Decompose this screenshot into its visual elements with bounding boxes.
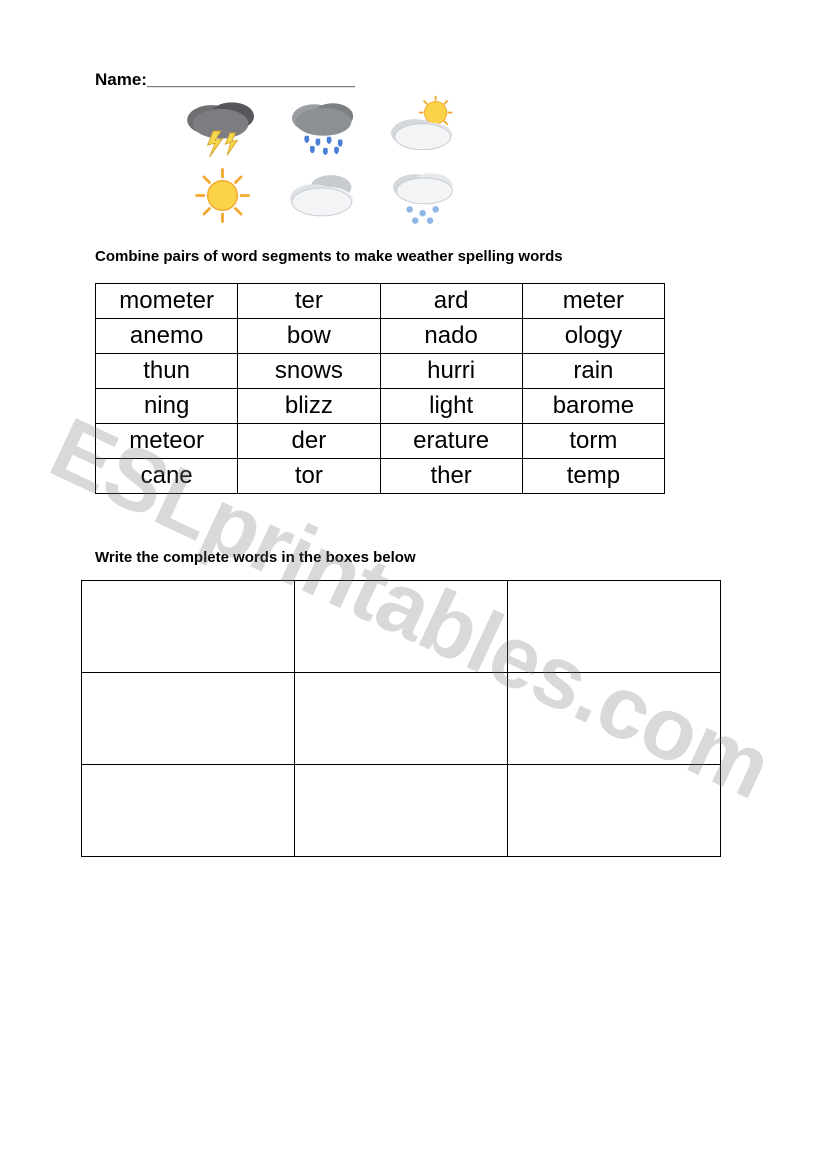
segment-cell: temp [522,459,664,494]
answer-cell[interactable] [82,581,295,673]
instruction-write: Write the complete words in the boxes be… [95,549,726,566]
segment-cell: meteor [96,424,238,459]
snow-icon [377,163,472,228]
segment-cell: barome [522,389,664,424]
answer-cell[interactable] [508,673,721,765]
segment-cell: tor [238,459,380,494]
answer-cell[interactable] [508,581,721,673]
segment-cell: bow [238,319,380,354]
segment-cell: thun [96,354,238,389]
segment-cell: ter [238,284,380,319]
partly-cloudy-icon [377,94,472,159]
name-blank-line[interactable]: ______________________ [147,70,355,90]
segment-cell: torm [522,424,664,459]
segment-cell: erature [380,424,522,459]
segment-cell: anemo [96,319,238,354]
rain-icon [276,94,371,159]
instruction-combine: Combine pairs of word segments to make w… [95,248,726,265]
segment-cell: ning [96,389,238,424]
segment-cell: ard [380,284,522,319]
segment-cell: cane [96,459,238,494]
segment-cell: rain [522,354,664,389]
cloudy-icon [276,163,371,228]
name-field-row: Name:______________________ [95,70,726,90]
segment-cell: meter [522,284,664,319]
answer-cell[interactable] [295,673,508,765]
segment-cell: ther [380,459,522,494]
answer-cell[interactable] [295,765,508,857]
answer-cell[interactable] [82,673,295,765]
segment-cell: light [380,389,522,424]
segment-cell: snows [238,354,380,389]
segment-cell: der [238,424,380,459]
segments-table: mometerterardmeter anemobownadoology thuns… [95,283,665,494]
segment-cell: hurri [380,354,522,389]
answer-table[interactable] [81,580,721,857]
segment-cell: mometer [96,284,238,319]
segment-cell: blizz [238,389,380,424]
name-label: Name: [95,70,147,89]
sunny-icon [175,163,270,228]
answer-cell[interactable] [508,765,721,857]
segment-cell: ology [522,319,664,354]
segment-cell: nado [380,319,522,354]
answer-cell[interactable] [295,581,508,673]
thunderstorm-icon [175,94,270,159]
answer-cell[interactable] [82,765,295,857]
weather-icons-grid [175,94,726,228]
